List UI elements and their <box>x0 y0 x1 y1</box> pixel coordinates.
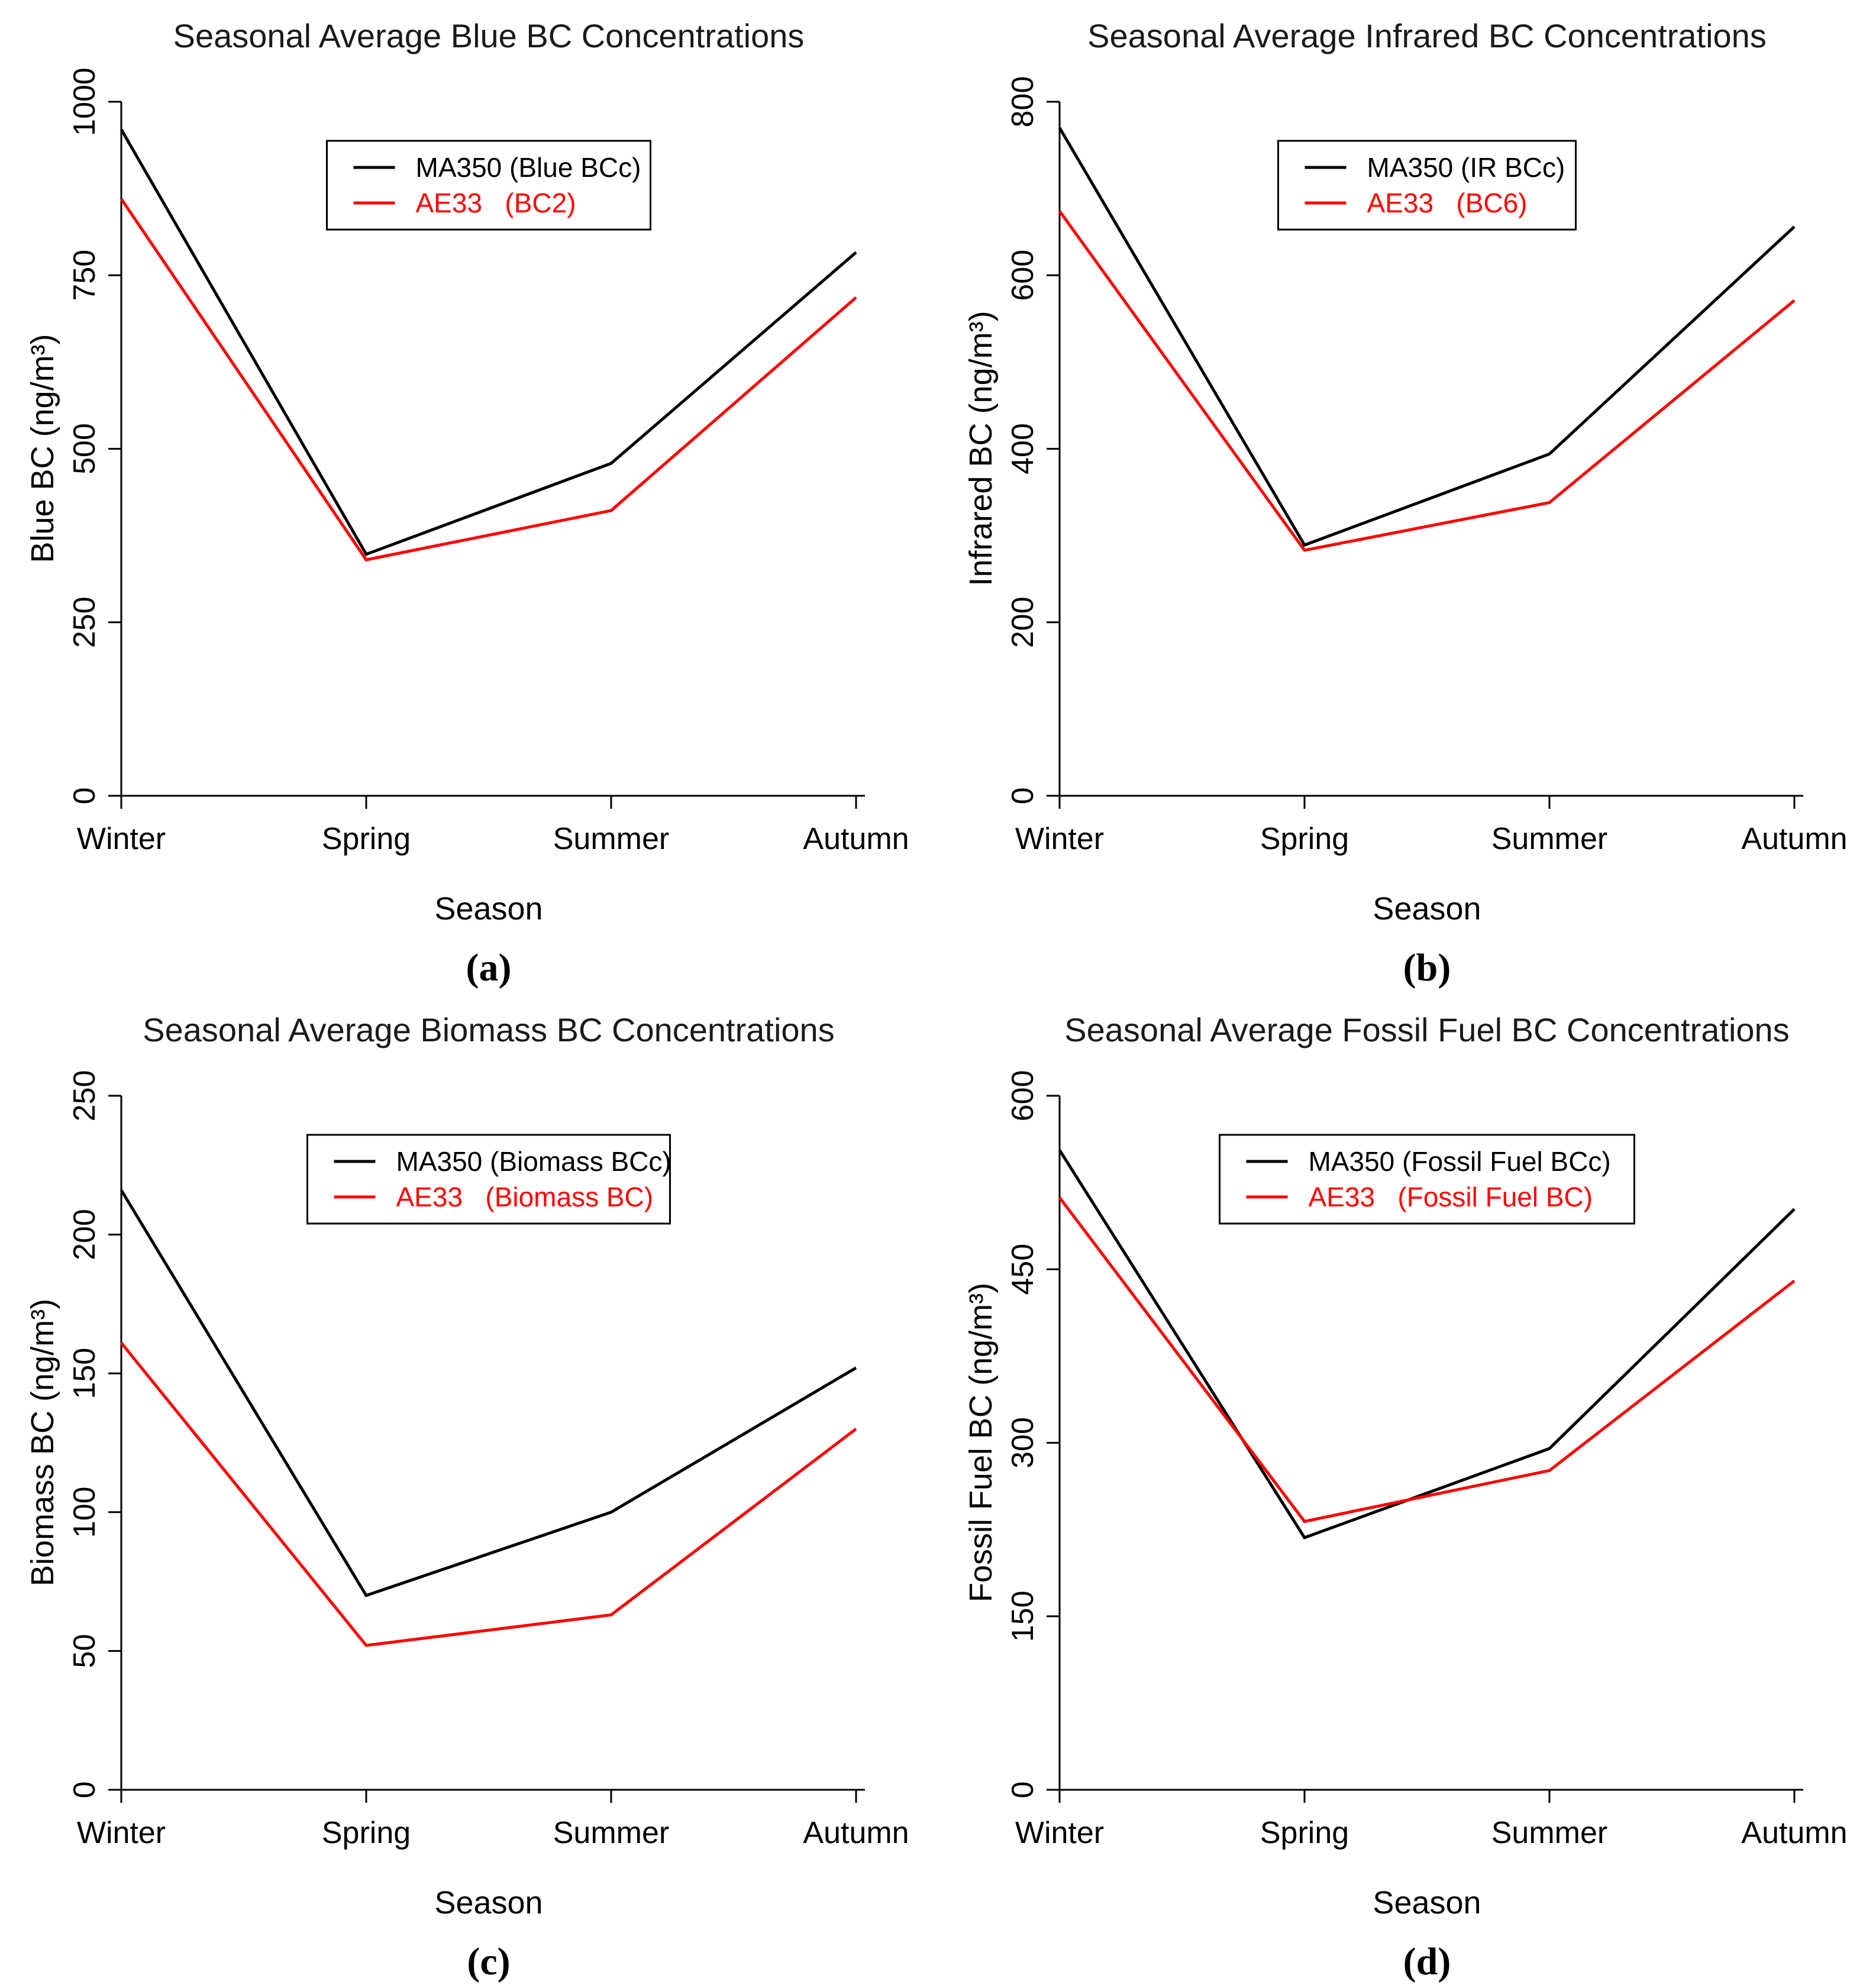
chart-title: Seasonal Average Blue BC Concentrations <box>173 17 805 54</box>
y-tick-label: 200 <box>67 1209 102 1260</box>
series-line-ma350 <box>120 1189 857 1598</box>
x-tick-label: Summer <box>553 1816 669 1850</box>
legend-label: MA350 (Blue BCc) <box>416 152 641 183</box>
x-tick-label: Spring <box>1260 1816 1349 1850</box>
y-tick-label: 250 <box>67 1070 102 1122</box>
legend-label: MA350 (Fossil Fuel BCc) <box>1309 1146 1611 1177</box>
x-tick-label: Spring <box>322 1816 411 1850</box>
chart-plot-area: 0 150 300 450 600 Winter Spring Summer Autumn MA3… <box>1006 1070 1848 1850</box>
panel-c: Seasonal Average Biomass BC Concentratio… <box>0 994 938 1988</box>
x-tick-label: Winter <box>1015 1816 1104 1850</box>
x-tick-label: Winter <box>77 1816 166 1850</box>
x-tick-label: Spring <box>1260 822 1349 856</box>
x-tick-label: Summer <box>1491 1816 1607 1850</box>
y-tick-label: 0 <box>67 1782 102 1799</box>
chart-plot-area: 0 200 400 600 800 Winter Spring Summer Autumn MA3… <box>1006 76 1848 856</box>
y-tick-label: 0 <box>1006 1782 1040 1799</box>
y-tick-label: 750 <box>67 250 102 301</box>
legend-label: MA350 (IR BCc) <box>1367 152 1565 183</box>
panel-d: Seasonal Average Fossil Fuel BC Concentr… <box>938 994 1876 1988</box>
y-tick-label: 150 <box>67 1348 102 1399</box>
series-line-ae33 <box>1058 210 1796 552</box>
chart-title: Seasonal Average Infrared BC Concentrati… <box>1087 17 1767 54</box>
x-axis-label: Season <box>1373 891 1481 927</box>
x-tick-label: Autumn <box>1741 822 1847 856</box>
y-tick-label: 50 <box>67 1634 102 1668</box>
y-tick-label: 800 <box>1006 76 1040 128</box>
x-axis-label: Season <box>1373 1885 1481 1921</box>
x-tick-label: Spring <box>322 822 411 856</box>
y-tick-label: 1000 <box>67 67 102 136</box>
legend-label: AE33 (BC2) <box>416 188 576 218</box>
panel-a: Seasonal Average Blue BC Concentrations … <box>0 0 938 994</box>
legend-box <box>306 1134 671 1225</box>
legend-label: AE33 (Biomass BC) <box>396 1182 654 1212</box>
y-tick-label: 600 <box>1006 250 1040 301</box>
series-line-ae33 <box>120 1342 857 1647</box>
chart-plot-area: 0 250 500 750 1000 Winter Spring Summer Autumn MA… <box>67 67 909 856</box>
chart-title: Seasonal Average Biomass BC Concentratio… <box>143 1011 835 1048</box>
y-tick-label: 100 <box>67 1486 102 1538</box>
panel-caption: (d) <box>1403 1940 1451 1983</box>
x-tick-label: Winter <box>1015 822 1104 856</box>
x-axis-label: Season <box>434 1885 543 1921</box>
legend-label: MA350 (Biomass BCc) <box>396 1146 671 1177</box>
y-tick-label: 250 <box>67 596 102 648</box>
chart-plot-area: 0 50 100 150 200 250 Winter Spring Summer Autumn M… <box>67 1070 909 1850</box>
panel-caption: (a) <box>466 946 512 989</box>
y-tick-label: 200 <box>1006 596 1040 648</box>
x-tick-label: Summer <box>553 822 669 856</box>
legend-box <box>1277 140 1577 231</box>
y-tick-label: 0 <box>1006 788 1040 805</box>
legend-box <box>1219 1134 1635 1225</box>
y-tick-label: 150 <box>1006 1590 1040 1642</box>
panel-caption: (c) <box>467 1940 511 1983</box>
chart-title: Seasonal Average Fossil Fuel BC Concentr… <box>1064 1011 1790 1048</box>
legend-label: AE33 (Fossil Fuel BC) <box>1309 1182 1593 1212</box>
x-axis-label: Season <box>434 891 543 927</box>
y-tick-label: 300 <box>1006 1417 1040 1469</box>
legend-box <box>326 140 651 231</box>
series-line-ma350 <box>120 128 857 556</box>
series-line-ma350 <box>1058 127 1796 547</box>
y-tick-label: 600 <box>1006 1070 1040 1122</box>
y-tick-label: 450 <box>1006 1244 1040 1295</box>
x-tick-label: Winter <box>77 822 166 856</box>
x-tick-label: Autumn <box>803 1816 909 1850</box>
panel-caption: (b) <box>1403 946 1451 989</box>
series-line-ae33 <box>1058 1196 1796 1524</box>
panel-b: Seasonal Average Infrared BC Concentrati… <box>938 0 1876 994</box>
x-tick-label: Autumn <box>1741 1816 1847 1850</box>
y-tick-label: 500 <box>67 423 102 475</box>
x-tick-label: Summer <box>1491 822 1607 856</box>
legend-label: AE33 (BC6) <box>1367 188 1528 218</box>
y-tick-label: 0 <box>67 788 102 805</box>
y-tick-label: 400 <box>1006 423 1040 475</box>
series-line-ae33 <box>120 198 857 561</box>
series-line-ma350 <box>1058 1149 1796 1540</box>
x-tick-label: Autumn <box>803 822 909 856</box>
